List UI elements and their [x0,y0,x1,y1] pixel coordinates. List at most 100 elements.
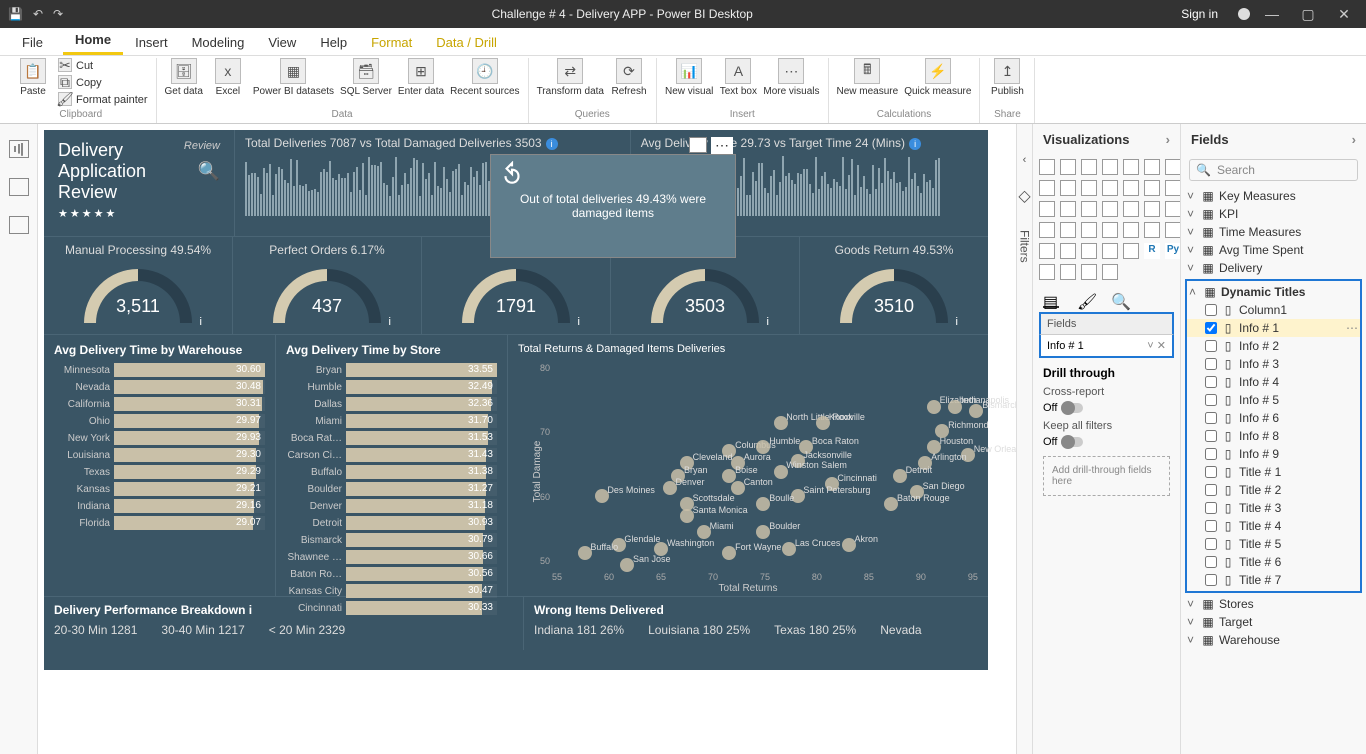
bar-row[interactable]: Florida29.07 [54,516,265,530]
transform-data-button[interactable]: ⇄Transform data [537,58,604,97]
field-node[interactable]: ▯Info # 8 [1187,427,1360,445]
viz-type-icon[interactable] [1102,201,1118,217]
get-data-button[interactable]: 🗄Get data [165,58,203,97]
viz-type-icon[interactable] [1165,222,1181,238]
collapsed-panel[interactable]: ‹ ◇ Filters [1016,124,1032,754]
bar-row[interactable]: Kansas29.21 [54,482,265,496]
field-node[interactable]: ▯Title # 6 [1187,553,1360,571]
info-icon[interactable]: i [956,316,958,328]
viz-type-icon[interactable] [1081,222,1097,238]
field-node[interactable]: ▯Info # 4 [1187,373,1360,391]
gauge-card[interactable]: Perfect Orders 6.17% 437 i [233,237,422,334]
chevron-right-icon[interactable]: › [1352,132,1356,147]
chevron-right-icon[interactable]: › [1166,132,1170,147]
py-visual-icon[interactable]: Py [1165,243,1181,259]
bar-row[interactable]: Miami31.70 [286,414,497,428]
analytics-tab-icon[interactable]: 🔍 [1111,292,1127,308]
tab-modeling[interactable]: Modeling [180,30,257,55]
viz-type-icon[interactable] [1123,222,1139,238]
field-node[interactable]: ▯Info # 1⋯ [1187,319,1360,337]
bar-row[interactable]: Dallas32.36 [286,397,497,411]
excel-button[interactable]: xExcel [209,58,247,97]
viz-type-icon[interactable] [1081,159,1097,175]
bar-row[interactable]: Detroit30.93 [286,516,497,530]
paste-button[interactable]: 📋Paste [14,58,52,97]
store-chart[interactable]: Avg Delivery Time by Store Bryan33.55Hum… [276,335,508,596]
info-icon[interactable]: i [578,316,580,328]
filter-icon[interactable] [689,137,707,153]
viz-type-icon[interactable] [1060,201,1076,217]
table-node[interactable]: ˅▦Delivery [1185,259,1362,277]
viz-type-icon[interactable] [1060,180,1076,196]
chevron-left-icon[interactable]: ‹ [1023,154,1027,166]
model-view-icon[interactable] [9,216,29,234]
minimize-button[interactable]: — [1258,6,1286,22]
scatter-chart[interactable]: Total Returns & Damaged Items Deliveries… [508,335,988,596]
viz-type-icon[interactable] [1144,201,1160,217]
gauge-card[interactable]: Manual Processing 49.54% 3,511 i [44,237,233,334]
bar-row[interactable]: Baton Ro…30.56 [286,567,497,581]
undo-icon[interactable]: ↶ [33,7,43,21]
field-node[interactable]: ▯Info # 6 [1187,409,1360,427]
reset-icon[interactable] [499,161,525,187]
info-icon[interactable]: i [389,316,391,328]
new-measure-button[interactable]: 🖩New measure [837,58,899,97]
close-button[interactable]: ✕ [1330,6,1358,23]
field-node[interactable]: ▯Title # 7 [1187,571,1360,589]
viz-type-icon[interactable] [1060,159,1076,175]
table-node[interactable]: ˅▦KPI [1185,205,1362,223]
redo-icon[interactable]: ↷ [53,7,63,21]
viz-type-icon[interactable] [1081,264,1097,280]
viz-type-icon[interactable] [1039,180,1055,196]
bar-row[interactable]: Nevada30.48 [54,380,265,394]
viz-type-icon[interactable] [1039,243,1055,259]
viz-type-icon[interactable] [1081,180,1097,196]
tab-home[interactable]: Home [63,27,123,55]
viz-type-icon[interactable] [1165,201,1181,217]
bar-row[interactable]: Texas29.29 [54,465,265,479]
data-view-icon[interactable] [9,178,29,196]
bar-row[interactable]: Ohio29.97 [54,414,265,428]
wrong-items-delivered[interactable]: Wrong Items Delivered Indiana 181 26%Lou… [524,597,988,650]
maximize-button[interactable]: ▢ [1294,6,1322,23]
field-node[interactable]: ▯Title # 4 [1187,517,1360,535]
info-icon[interactable]: i [909,138,921,150]
bar-row[interactable]: Boca Rat…31.53 [286,431,497,445]
bar-row[interactable]: Indiana29.16 [54,499,265,513]
field-node[interactable]: ▯Info # 2 [1187,337,1360,355]
sign-in-link[interactable]: Sign in [1181,7,1218,21]
field-node[interactable]: ▯Title # 2 [1187,481,1360,499]
viz-type-icon[interactable] [1060,222,1076,238]
keep-filters-toggle[interactable]: Off [1043,436,1083,448]
publish-button[interactable]: ↥Publish [988,58,1026,97]
viz-type-icon[interactable] [1060,243,1076,259]
warehouse-chart[interactable]: Avg Delivery Time by Warehouse Minnesota… [44,335,276,596]
field-well-item[interactable]: Info # 1 [1047,340,1084,352]
bar-row[interactable]: Louisiana29.30 [54,448,265,462]
table-node[interactable]: ˅▦Warehouse [1185,631,1362,649]
viz-type-icon[interactable] [1039,201,1055,217]
viz-type-icon[interactable] [1060,264,1076,280]
field-node[interactable]: ▯Info # 9 [1187,445,1360,463]
info-icon[interactable]: i [767,316,769,328]
fields-tab-icon[interactable]: ▤ [1043,292,1059,308]
avatar-icon[interactable] [1238,8,1250,20]
pbi-datasets-button[interactable]: ▦Power BI datasets [253,58,334,97]
tab-insert[interactable]: Insert [123,30,180,55]
table-node[interactable]: ˅▦Time Measures [1185,223,1362,241]
viz-type-icon[interactable] [1081,201,1097,217]
bar-row[interactable]: Buffalo31.38 [286,465,497,479]
viz-type-icon[interactable] [1123,159,1139,175]
bar-row[interactable]: Boulder31.27 [286,482,497,496]
cross-report-toggle[interactable]: Off [1043,402,1083,414]
viz-type-icon[interactable] [1102,243,1118,259]
bar-row[interactable]: Humble32.49 [286,380,497,394]
recent-sources-button[interactable]: 🕘Recent sources [450,58,519,97]
field-node[interactable]: ▯Title # 3 [1187,499,1360,517]
r-visual-icon[interactable]: R [1144,243,1160,259]
quick-measure-button[interactable]: ⚡Quick measure [904,58,971,97]
format-tab-icon[interactable]: 🖌 [1077,292,1093,308]
field-node[interactable]: ▯Column1 [1187,301,1360,319]
table-node[interactable]: ˅▦Avg Time Spent [1185,241,1362,259]
info-icon[interactable]: i [546,138,558,150]
